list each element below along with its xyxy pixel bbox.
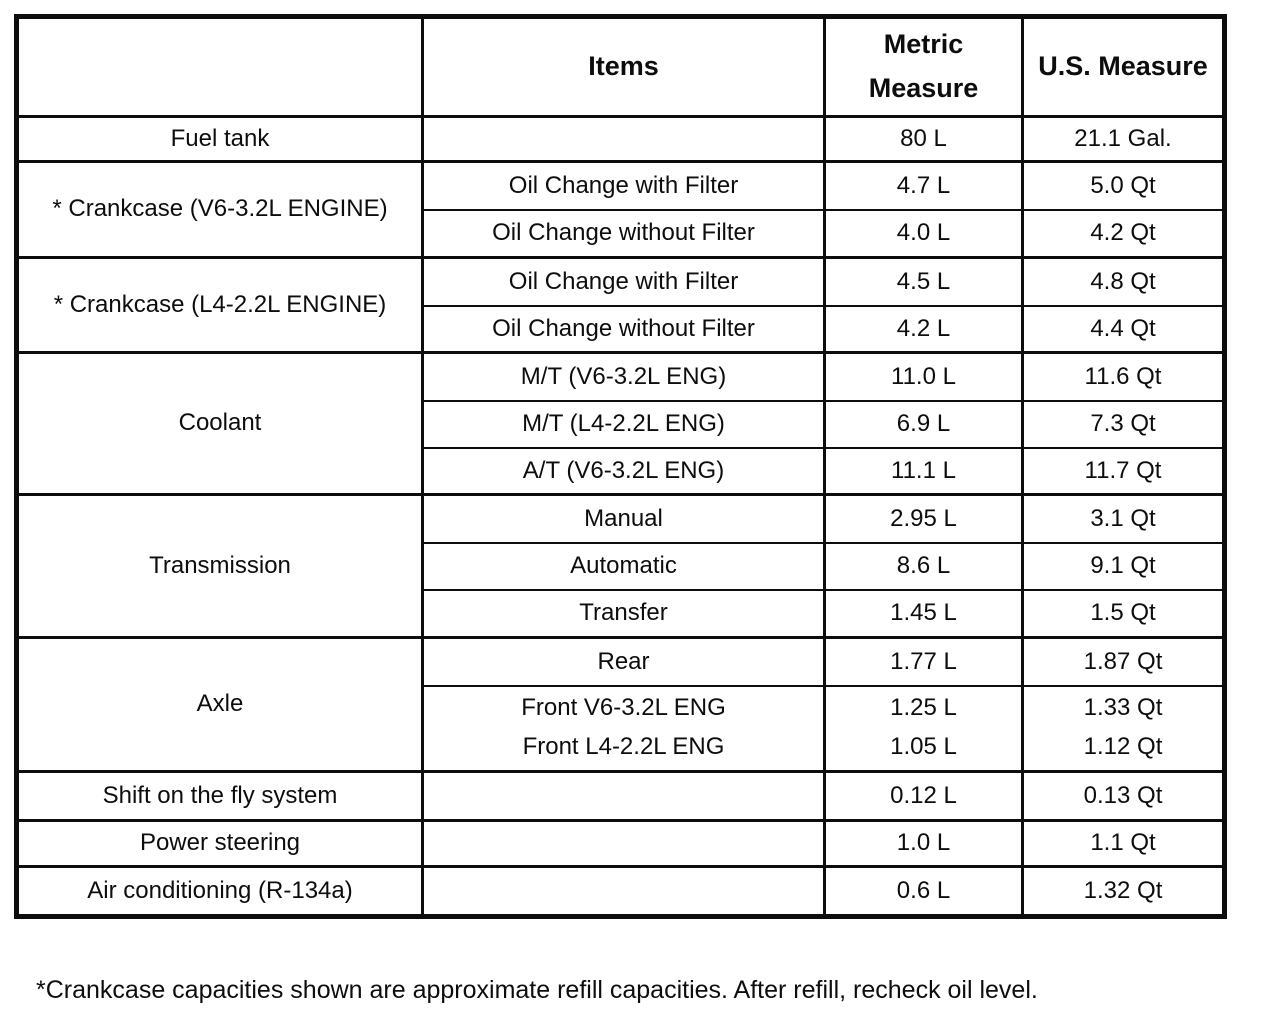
header-row: Items Metric Measure U.S. Measure — [15, 15, 1226, 118]
metric-cell: 4.5 L — [823, 256, 1024, 307]
item-cell: Manual — [421, 493, 826, 544]
us-line: 1.12 Qt — [1083, 733, 1163, 761]
us-cell: 7.3 Qt — [1021, 399, 1226, 449]
us-cell: 1.87 Qt — [1021, 636, 1226, 687]
table-row: * Crankcase (V6-3.2L ENGINE) Oil Change … — [15, 160, 1226, 259]
table-row: Oil Change without Filter 4.0 L 4.2 Qt — [17, 208, 1226, 259]
us-cell: 0.13 Qt — [1021, 770, 1226, 822]
table-row: Oil Change without Filter 4.2 L 4.4 Qt — [17, 304, 1226, 354]
item-cell: Oil Change with Filter — [421, 256, 826, 307]
table-row: Front V6-3.2L ENG Front L4-2.2L ENG 1.25… — [17, 684, 1226, 773]
us-cell: 11.7 Qt — [1021, 446, 1226, 496]
category-coolant: Coolant — [15, 351, 424, 496]
metric-line: 1.05 L — [890, 733, 957, 761]
table-row: Power steering 1.0 L 1.1 Qt — [15, 819, 1226, 868]
us-cell-front-axles: 1.33 Qt 1.12 Qt — [1021, 684, 1226, 773]
item-cell: M/T (V6-3.2L ENG) — [421, 351, 826, 402]
metric-cell: 80 L — [823, 115, 1024, 163]
us-line: 1.33 Qt — [1083, 694, 1163, 722]
us-cell: 4.2 Qt — [1021, 208, 1226, 259]
item-cell: Oil Change without Filter — [421, 208, 826, 259]
metric-cell: 4.2 L — [823, 304, 1024, 354]
item-cell — [421, 770, 826, 822]
header-category-blank — [15, 15, 424, 118]
category-crankcase-l4: * Crankcase (L4-2.2L ENGINE) — [15, 256, 424, 354]
us-cell: 9.1 Qt — [1021, 541, 1226, 591]
header-metric-measure: Metric Measure — [823, 15, 1024, 118]
metric-cell: 1.45 L — [823, 588, 1024, 639]
item-cell: Transfer — [421, 588, 826, 639]
us-cell: 4.8 Qt — [1021, 256, 1226, 307]
us-cell: 21.1 Gal. — [1021, 115, 1226, 163]
table-row: M/T (L4-2.2L ENG) 6.9 L 7.3 Qt — [17, 399, 1226, 449]
table-row: Automatic 8.6 L 9.1 Qt — [17, 541, 1226, 591]
us-cell: 3.1 Qt — [1021, 493, 1226, 544]
metric-cell: 11.0 L — [823, 351, 1024, 402]
table-row: Air conditioning (R-134a) 0.6 L 1.32 Qt — [15, 865, 1226, 918]
metric-cell: 1.77 L — [823, 636, 1024, 687]
table-row: A/T (V6-3.2L ENG) 11.1 L 11.7 Qt — [17, 446, 1226, 496]
item-line: Front L4-2.2L ENG — [522, 733, 725, 761]
table-row: Shift on the fly system 0.12 L 0.13 Qt — [15, 770, 1226, 822]
table-row: Transfer 1.45 L 1.5 Qt — [17, 588, 1226, 639]
item-cell — [421, 115, 826, 163]
us-cell: 11.6 Qt — [1021, 351, 1226, 402]
fluid-capacities-table: Items Metric Measure U.S. Measure Fuel t… — [14, 14, 1227, 919]
category-crankcase-v6: * Crankcase (V6-3.2L ENGINE) — [15, 160, 424, 259]
metric-cell: 4.0 L — [823, 208, 1024, 259]
category-air-conditioning: Air conditioning (R-134a) — [15, 865, 424, 918]
item-cell — [421, 865, 826, 918]
item-cell: Automatic — [421, 541, 826, 591]
us-cell: 4.4 Qt — [1021, 304, 1226, 354]
us-cell: 1.1 Qt — [1021, 819, 1226, 868]
item-cell: A/T (V6-3.2L ENG) — [421, 446, 826, 496]
table-row: Transmission Manual 2.95 L 3.1 Qt — [15, 493, 1226, 639]
header-items: Items — [421, 15, 826, 118]
table-row: Coolant M/T (V6-3.2L ENG) 11.0 L 11.6 Qt — [15, 351, 1226, 496]
crankcase-footnote: *Crankcase capacities shown are approxim… — [36, 976, 1038, 1004]
table-row: Axle Rear 1.77 L 1.87 Qt — [15, 636, 1226, 773]
category-axle: Axle — [15, 636, 424, 773]
metric-cell: 2.95 L — [823, 493, 1024, 544]
us-cell: 1.32 Qt — [1021, 865, 1226, 918]
item-cell-front-axles: Front V6-3.2L ENG Front L4-2.2L ENG — [421, 684, 826, 773]
item-line: Front V6-3.2L ENG — [521, 694, 726, 722]
item-cell: M/T (L4-2.2L ENG) — [421, 399, 826, 449]
metric-cell: 11.1 L — [823, 446, 1024, 496]
metric-cell: 0.6 L — [823, 865, 1024, 918]
metric-cell: 4.7 L — [823, 160, 1024, 211]
category-power-steering: Power steering — [15, 819, 424, 868]
category-transmission: Transmission — [15, 493, 424, 639]
item-cell: Oil Change without Filter — [421, 304, 826, 354]
table-row: * Crankcase (L4-2.2L ENGINE) Oil Change … — [15, 256, 1226, 354]
category-fuel-tank: Fuel tank — [15, 115, 424, 163]
us-cell: 1.5 Qt — [1021, 588, 1226, 639]
metric-cell: 0.12 L — [823, 770, 1024, 822]
item-cell: Oil Change with Filter — [421, 160, 826, 211]
metric-cell: 1.0 L — [823, 819, 1024, 868]
metric-cell: 6.9 L — [823, 399, 1024, 449]
item-cell — [421, 819, 826, 868]
item-cell: Rear — [421, 636, 826, 687]
category-shift-on-the-fly: Shift on the fly system — [15, 770, 424, 822]
metric-cell: 8.6 L — [823, 541, 1024, 591]
metric-line: 1.25 L — [890, 694, 957, 722]
us-cell: 5.0 Qt — [1021, 160, 1226, 211]
header-us-measure: U.S. Measure — [1021, 15, 1226, 118]
table-row: Fuel tank 80 L 21.1 Gal. — [15, 115, 1226, 163]
metric-cell-front-axles: 1.25 L 1.05 L — [823, 684, 1024, 773]
